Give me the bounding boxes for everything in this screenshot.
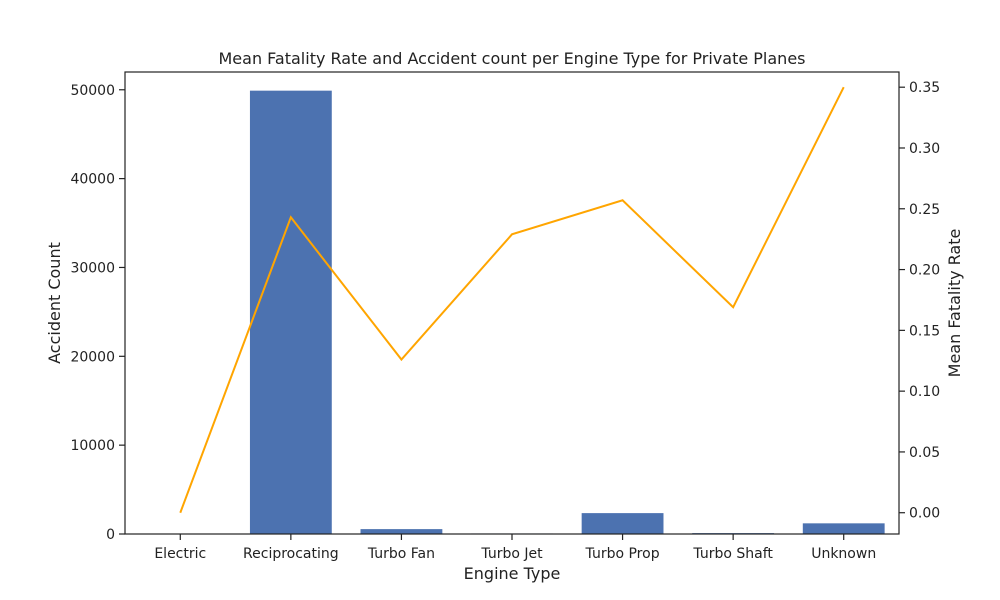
x-tick-label: Turbo Jet	[480, 546, 543, 562]
left-tick-label: 50000	[70, 83, 115, 99]
right-tick-label: 0.35	[909, 80, 940, 96]
y2-axis-title: Mean Fatality Rate	[945, 229, 964, 378]
x-tick-label: Turbo Fan	[367, 546, 435, 562]
bar-series	[139, 90, 885, 535]
left-tick-label: 30000	[70, 260, 115, 276]
right-tick-label: 0.05	[909, 445, 940, 461]
x-tick-label: Turbo Prop	[585, 546, 660, 562]
bar	[581, 513, 664, 534]
left-tick-label: 40000	[70, 172, 115, 188]
y-axis-title: Accident Count	[45, 242, 64, 364]
right-tick-label: 0.00	[909, 506, 940, 522]
plot-frame	[124, 71, 900, 535]
right-tick-label: 0.30	[909, 141, 940, 157]
right-tick-label: 0.25	[909, 202, 940, 218]
right-tick-label: 0.10	[909, 384, 940, 400]
x-axis-title: Engine Type	[464, 564, 561, 583]
left-tick-label: 0	[106, 527, 115, 543]
left-tick-label: 10000	[70, 438, 115, 454]
left-tick-label: 20000	[70, 349, 115, 365]
bar	[360, 529, 443, 534]
line-series-layer	[179, 86, 845, 514]
bar	[249, 90, 332, 535]
right-tick-label: 0.15	[909, 323, 940, 339]
x-tick-label: Unknown	[811, 546, 876, 562]
right-y-axis: 0.00 0.05 0.10 0.15 0.20 0.25 0.30 0.35	[899, 80, 940, 522]
x-tick-label: Reciprocating	[243, 546, 339, 562]
x-axis: Electric Reciprocating Turbo Fan Turbo Jet T…	[154, 534, 876, 562]
x-tick-label: Electric	[154, 546, 206, 562]
bar	[802, 523, 885, 534]
left-y-axis: 0 10000 20000 30000 40000 50000	[70, 83, 125, 543]
right-tick-label: 0.20	[909, 263, 940, 279]
x-tick-label: Turbo Shaft	[692, 546, 773, 562]
chart-title: Mean Fatality Rate and Accident count pe…	[219, 49, 806, 68]
